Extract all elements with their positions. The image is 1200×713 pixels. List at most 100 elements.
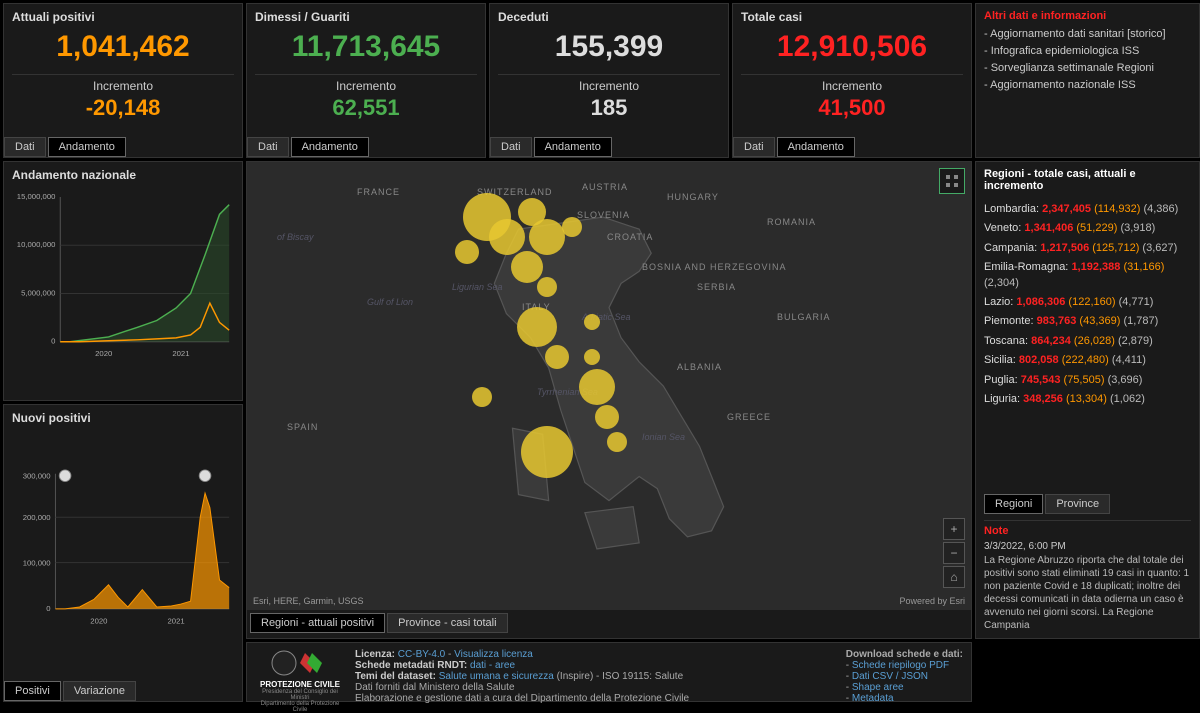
map-country-label: FRANCE — [357, 187, 400, 197]
footer-downloads: Download schede e dati: - Schede riepilo… — [846, 649, 963, 695]
footer-meta: Licenza: CC-BY-4.0 - Visualizza licenza … — [355, 649, 836, 695]
map-sea-label: of Biscay — [277, 232, 314, 242]
license-link[interactable]: CC-BY-4.0 — [398, 649, 445, 660]
incr-value: -20,148 — [12, 95, 234, 121]
chart-title: Nuovi positivi — [12, 411, 234, 425]
dl-link[interactable]: Schede riepilogo PDF — [852, 660, 949, 671]
map-country-label: CROATIA — [607, 232, 653, 242]
tab-dati[interactable]: Dati — [733, 137, 775, 157]
tab-province[interactable]: Province — [1045, 494, 1110, 514]
map-bubble[interactable] — [511, 251, 543, 283]
dl-link[interactable]: Dati CSV / JSON — [852, 671, 928, 682]
region-row[interactable]: Emilia-Romagna: 1,192,388 (31,166) (2,30… — [984, 260, 1191, 291]
dl-link[interactable]: Shape aree — [852, 682, 904, 693]
region-row[interactable]: Toscana: 864,234 (26,028) (2,879) — [984, 334, 1191, 349]
map-attribution: Esri, HERE, Garmin, USGS — [253, 596, 364, 606]
temi-link[interactable]: Salute umana e sicurezza — [439, 671, 554, 682]
panel-title: Altri dati e informazioni — [984, 10, 1191, 22]
map-bubble[interactable] — [472, 387, 492, 407]
svg-text:100,000: 100,000 — [23, 558, 51, 567]
new-chart-svg: 300,000 200,000 100,000 0 2020 2021 — [12, 429, 234, 673]
region-row[interactable]: Piemonte: 983,763 (43,369) (1,787) — [984, 314, 1191, 329]
map-bubble[interactable] — [584, 314, 600, 330]
svg-text:2021: 2021 — [168, 616, 185, 625]
region-row[interactable]: Lazio: 1,086,306 (122,160) (4,771) — [984, 295, 1191, 310]
tab-province-totali[interactable]: Province - casi totali — [387, 613, 507, 633]
note-body: La Regione Abruzzo riporta che dal total… — [984, 554, 1191, 632]
tab-regioni[interactable]: Regioni — [984, 494, 1043, 514]
map-bubble[interactable] — [529, 219, 565, 255]
view-license-link[interactable]: Visualizza licenza — [454, 649, 533, 660]
side-link[interactable]: - Aggiornamento nazionale ISS — [984, 79, 1191, 91]
tab-andamento[interactable]: Andamento — [291, 137, 369, 157]
map-canvas[interactable]: + − ⌂ Esri, HERE, Garmin, USGS Powered b… — [247, 162, 971, 610]
tab-andamento[interactable]: Andamento — [48, 137, 126, 157]
side-link[interactable]: - Sorveglianza settimanale Regioni — [984, 62, 1191, 74]
map-bubble[interactable] — [545, 345, 569, 369]
map-bubble[interactable] — [607, 432, 627, 452]
map-bubble[interactable] — [517, 307, 557, 347]
home-button[interactable]: ⌂ — [943, 566, 965, 588]
map-country-label: BULGARIA — [777, 312, 831, 322]
region-row[interactable]: Liguria: 348,256 (13,304) (1,062) — [984, 392, 1191, 407]
logo-block: PROTEZIONE CIVILE Presidenza del Consigl… — [255, 649, 345, 695]
side-link[interactable]: - Infografica epidemiologica ISS — [984, 45, 1191, 57]
panel-map: + − ⌂ Esri, HERE, Garmin, USGS Powered b… — [246, 161, 972, 639]
region-row[interactable]: Lombardia: 2,347,405 (114,932) (4,386) — [984, 202, 1191, 217]
incr-value: 62,551 — [255, 95, 477, 121]
region-row[interactable]: Veneto: 1,341,406 (51,229) (3,918) — [984, 221, 1191, 236]
card-tabs: Dati Andamento — [490, 137, 612, 157]
region-row[interactable]: Sicilia: 802,058 (222,480) (4,411) — [984, 353, 1191, 368]
map-bubble[interactable] — [584, 349, 600, 365]
map-country-label: SERBIA — [697, 282, 736, 292]
svg-text:0: 0 — [51, 337, 55, 346]
map-legend-button[interactable] — [939, 168, 965, 194]
chart-nuovi-positivi: Nuovi positivi 300,000 200,000 100,000 0… — [3, 404, 243, 702]
tab-andamento[interactable]: Andamento — [534, 137, 612, 157]
tab-dati[interactable]: Dati — [247, 137, 289, 157]
incr-label: Incremento — [255, 74, 477, 93]
map-bubble[interactable] — [537, 277, 557, 297]
zoom-in-button[interactable]: + — [943, 518, 965, 540]
panel-footer: PROTEZIONE CIVILE Presidenza del Consigl… — [246, 642, 972, 702]
map-bubble[interactable] — [595, 405, 619, 429]
tab-andamento[interactable]: Andamento — [777, 137, 855, 157]
svg-text:15,000,000: 15,000,000 — [17, 192, 56, 201]
card-dimessi-guariti: Dimessi / Guariti 11,713,645 Incremento … — [246, 3, 486, 158]
card-value: 1,041,462 — [12, 30, 234, 64]
map-bubble[interactable] — [562, 217, 582, 237]
tab-dati[interactable]: Dati — [4, 137, 46, 157]
incr-value: 41,500 — [741, 95, 963, 121]
map-country-label: GREECE — [727, 412, 771, 422]
card-tabs: Dati Andamento — [733, 137, 855, 157]
region-row[interactable]: Campania: 1,217,506 (125,712) (3,627) — [984, 241, 1191, 256]
regions-tabs: Regioni Province — [984, 494, 1191, 514]
region-row[interactable]: Puglia: 745,543 (75,505) (3,696) — [984, 373, 1191, 388]
tab-dati[interactable]: Dati — [490, 137, 532, 157]
map-bubble[interactable] — [521, 426, 573, 478]
tab-variazione[interactable]: Variazione — [63, 681, 136, 701]
chart-title: Andamento nazionale — [12, 168, 234, 182]
map-country-label: ALBANIA — [677, 362, 722, 372]
tab-regioni-positivi[interactable]: Regioni - attuali positivi — [250, 613, 385, 633]
map-bubble[interactable] — [579, 369, 615, 405]
map-sea-label: Ionian Sea — [642, 432, 685, 442]
panel-regioni: Regioni - totale casi, attuali e increme… — [975, 161, 1200, 639]
note-timestamp: 3/3/2022, 6:00 PM — [984, 541, 1191, 552]
zoom-out-button[interactable]: − — [943, 542, 965, 564]
map-bubble[interactable] — [455, 240, 479, 264]
map-bubble[interactable] — [489, 219, 525, 255]
card-attuali-positivi: Attuali positivi 1,041,462 Incremento -2… — [3, 3, 243, 158]
svg-text:2020: 2020 — [95, 349, 112, 358]
map-country-label: HUNGARY — [667, 192, 719, 202]
svg-text:0: 0 — [46, 604, 50, 613]
rndt-link[interactable]: dati - aree — [470, 660, 515, 671]
card-title: Deceduti — [498, 10, 720, 24]
svg-text:2020: 2020 — [90, 616, 107, 625]
regions-title: Regioni - totale casi, attuali e increme… — [984, 168, 1191, 192]
side-link[interactable]: - Aggiornamento dati sanitari [storico] — [984, 28, 1191, 40]
tab-positivi[interactable]: Positivi — [4, 681, 61, 701]
dl-link[interactable]: Metadata — [852, 693, 894, 704]
map-sea-label: Ligurian Sea — [452, 282, 503, 292]
note-title: Note — [984, 525, 1191, 537]
